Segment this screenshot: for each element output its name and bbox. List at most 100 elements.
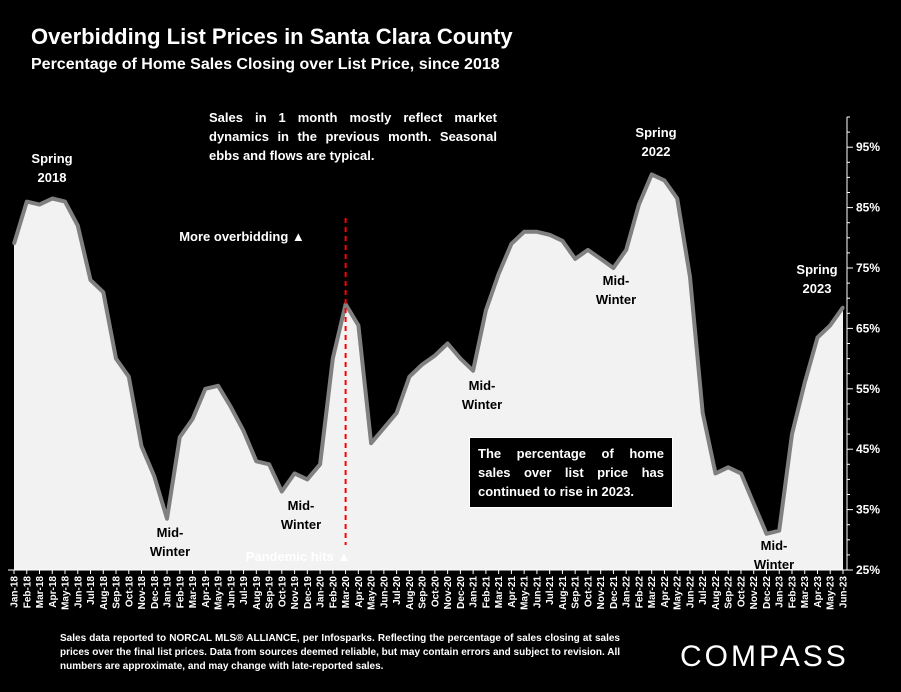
annotation-label: Spring [796, 262, 837, 277]
x-tick-label: Dec-19 [303, 576, 314, 609]
data-point [101, 290, 105, 294]
data-point [38, 203, 41, 207]
x-tick-label: Sep-21 [571, 576, 582, 609]
y-tick-label: 75% [856, 261, 880, 275]
annotation-label: 2020 [427, 314, 456, 329]
annotation-label: Winter [462, 397, 502, 412]
x-tick-label: Oct-20 [430, 576, 441, 608]
data-point [203, 387, 207, 391]
annotation-label: Mid- [157, 525, 184, 540]
x-tick-label: Dec-20 [456, 576, 467, 609]
x-tick-label: Aug-21 [558, 576, 569, 610]
data-point [127, 375, 131, 379]
x-tick-label: Feb-22 [634, 576, 645, 609]
data-point [216, 384, 220, 388]
data-point [76, 224, 80, 228]
x-tick-label: Jul-19 [239, 576, 250, 605]
data-point [739, 471, 743, 475]
y-tick-label: 55% [856, 382, 880, 396]
x-tick-label: Oct-21 [583, 576, 594, 608]
x-tick-label: May-22 [673, 576, 684, 610]
footer-disclaimer: Sales data reported to NORCAL MLS® ALLIA… [60, 633, 620, 672]
x-tick-label: Aug-20 [405, 576, 416, 610]
x-tick-label: Jun-21 [532, 576, 543, 609]
annotation-label: 2022 [642, 144, 671, 159]
x-tick-label: Mar-20 [341, 576, 352, 609]
x-tick-label: Aug-19 [252, 576, 263, 610]
info-box: The percentage of home sales over list p… [469, 437, 673, 508]
data-point [752, 502, 756, 506]
data-point [280, 490, 284, 493]
data-point [548, 233, 552, 237]
data-point [765, 532, 768, 536]
x-tick-label: Sep-20 [418, 576, 429, 609]
data-point [599, 257, 603, 261]
x-tick-label: Mar-21 [494, 576, 505, 609]
data-point [535, 230, 539, 234]
data-point [662, 178, 666, 182]
annotation-label: Winter [596, 292, 636, 307]
data-point [560, 239, 564, 243]
x-tick-label: Jun-18 [73, 576, 84, 609]
data-point [178, 435, 182, 439]
data-point [714, 471, 717, 475]
x-tick-label: Jan-21 [469, 576, 480, 608]
data-point [458, 357, 462, 361]
data-point [497, 272, 501, 276]
data-point [624, 248, 628, 252]
data-point [471, 369, 475, 373]
x-tick-label: Apr-21 [507, 576, 518, 608]
page-title: Overbidding List Prices in Santa Clara C… [31, 24, 513, 49]
x-tick-label: May-18 [61, 576, 72, 610]
x-tick-label: Mar-23 [800, 576, 811, 609]
data-point [305, 477, 309, 481]
data-point [242, 429, 246, 433]
data-point [395, 411, 399, 415]
data-point [586, 248, 590, 252]
data-point [433, 354, 437, 358]
x-tick-label: Dec-22 [762, 576, 773, 609]
annotation-label: 2018 [38, 170, 67, 185]
x-tick-label: Jun-19 [226, 576, 237, 609]
x-tick-label: Feb-23 [788, 576, 799, 609]
x-tick-label: Dec-18 [150, 576, 161, 609]
data-point [726, 465, 730, 469]
data-point [50, 197, 54, 200]
data-point [522, 230, 526, 234]
data-point [420, 363, 424, 367]
x-tick-label: Sep-22 [724, 576, 735, 609]
data-point [790, 432, 794, 436]
data-point [152, 474, 156, 478]
data-point [382, 426, 386, 430]
annotation-label: Winter [150, 544, 190, 559]
area-fill [14, 174, 843, 570]
data-point [25, 200, 29, 204]
pandemic-label: Pandemic hits ▲ [246, 549, 351, 564]
annotation-label: Spring [635, 125, 676, 140]
data-point [356, 323, 360, 327]
x-tick-label: Apr-23 [813, 576, 824, 608]
data-point [318, 462, 322, 466]
annotation-label: Winter [281, 517, 321, 532]
x-tick-label: Jul-20 [392, 576, 403, 605]
annotation-label: Winter [754, 557, 794, 572]
x-tick-label: Nov-20 [443, 576, 454, 610]
x-tick-label: Feb-19 [175, 576, 186, 609]
data-point [688, 275, 692, 279]
x-tick-label: Nov-19 [290, 576, 301, 610]
x-tick-label: Oct-19 [277, 576, 288, 608]
x-tick-label: Jun-22 [686, 576, 697, 609]
x-tick-label: May-21 [520, 576, 531, 610]
annotation-label: Mid- [288, 498, 315, 513]
data-point [12, 242, 16, 246]
x-tick-label: Feb-18 [22, 576, 33, 609]
annotation-label: Mid- [469, 378, 496, 393]
y-tick-label: 25% [856, 563, 880, 577]
data-point [611, 266, 615, 270]
x-tick-label: May-20 [367, 576, 378, 610]
annotation-label: 2019 [197, 363, 226, 378]
data-point [637, 203, 641, 207]
x-tick-label: Oct-18 [124, 576, 135, 608]
data-point [165, 517, 169, 521]
